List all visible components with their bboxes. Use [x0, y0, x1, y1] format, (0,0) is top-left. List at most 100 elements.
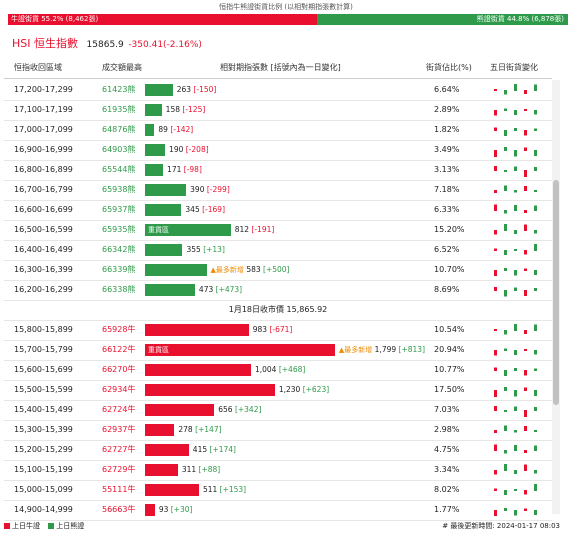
sparkline-bar — [524, 450, 527, 453]
street-pct: 1.82% — [434, 125, 460, 134]
sparkline-bar — [504, 450, 507, 454]
range-cell: 15,100-15,199 — [14, 465, 73, 474]
sparkline-bar — [524, 508, 527, 511]
table-row[interactable]: 15,300-15,399 62937牛 278 [+147] 2.98% — [4, 420, 552, 441]
warrant-code-link[interactable]: 65935熊 — [102, 225, 136, 234]
contracts-bar — [145, 204, 182, 216]
sparkline-bar — [494, 89, 497, 91]
scrollbar[interactable] — [552, 80, 560, 514]
sparkline-bar — [494, 150, 497, 157]
street-ratio-bar: 牛證街貨 55.2% (8,462張) 熊證街貨 44.8% (6,878張) — [8, 14, 568, 25]
index-quote: HSI 恒生指數 15865.9 -350.41(-2.16%) — [12, 37, 202, 51]
range-cell: 15,600-15,699 — [14, 365, 73, 374]
warrant-code-link[interactable]: 65938熊 — [102, 185, 136, 194]
table-row[interactable]: 15,700-15,799 66122牛 重貨區 ▲最多新增 1,799 [+813]… — [4, 340, 552, 361]
table-row[interactable]: 16,600-16,699 65937熊 345 [-169] 6.33% — [4, 200, 552, 221]
sparkline-bar — [504, 210, 507, 214]
table-row[interactable]: 15,600-15,699 66270牛 1,004 [+468] 10.77% — [4, 360, 552, 381]
sparkline-bar — [514, 230, 517, 234]
warrant-code-link[interactable]: 61935熊 — [102, 105, 136, 114]
table-row[interactable]: 15,500-15,599 62934牛 1,230 [+623] 17.50% — [4, 380, 552, 401]
table-row[interactable]: 16,500-16,599 65935熊 重貨區 812 [-191] 15.20% — [4, 220, 552, 241]
table-row[interactable]: 15,100-15,199 62729牛 311 [+88] 3.34% — [4, 460, 552, 481]
trend-sparkline — [494, 367, 537, 376]
warrant-code-link[interactable]: 61423熊 — [102, 85, 136, 94]
sparkline-bar — [534, 324, 537, 331]
contracts-number: 355 — [186, 245, 201, 254]
scrollbar-thumb[interactable] — [553, 180, 559, 405]
range-cell: 16,200-16,299 — [14, 285, 73, 294]
sparkline-bar — [494, 510, 497, 516]
street-pct: 20.94% — [434, 345, 465, 354]
trend-sparkline — [494, 244, 537, 255]
warrant-code-link[interactable]: 65937熊 — [102, 205, 136, 214]
table-row[interactable]: 16,400-16,499 66342熊 355 [+13] 6.52% — [4, 240, 552, 261]
contracts-value: 355 [+13] — [186, 240, 224, 260]
contracts-value: 983 [-671] — [253, 320, 293, 340]
sparkline-bar — [534, 430, 537, 432]
table-row[interactable]: 17,100-17,199 61935熊 158 [-125] 2.89% — [4, 100, 552, 121]
warrant-code-link[interactable]: 66338熊 — [102, 285, 136, 294]
sparkline-bar — [504, 370, 507, 376]
sparkline-bar — [524, 290, 527, 296]
sparkline-bar — [514, 406, 517, 411]
table-row[interactable]: 16,200-16,299 66338熊 473 [+473] 8.69% — [4, 280, 552, 301]
sparkline-bar — [534, 390, 537, 396]
table-row[interactable]: 15,000-15,099 55111牛 511 [+153] 8.02% — [4, 480, 552, 501]
street-pct: 8.02% — [434, 485, 460, 494]
sparkline-bar — [534, 84, 537, 91]
warrant-code-link[interactable]: 62724牛 — [102, 405, 136, 414]
contracts-change: [-671] — [269, 325, 293, 334]
sparkline-bar — [494, 390, 497, 397]
table-row[interactable]: 15,400-15,499 62724牛 656 [+342] 7.03% — [4, 400, 552, 421]
warrant-code-link[interactable]: 62934牛 — [102, 385, 136, 394]
trend-sparkline — [494, 324, 537, 335]
contracts-change: [+473] — [215, 285, 243, 294]
street-pct: 7.03% — [434, 405, 460, 414]
index-change: -350.41(-2.16%) — [128, 40, 202, 50]
sparkline-bar — [524, 490, 527, 495]
sparkline-bar — [494, 166, 497, 171]
warrant-code-link[interactable]: 65544熊 — [102, 165, 136, 174]
col-code: 成交額最高 — [102, 63, 142, 72]
warrant-code-link[interactable]: 65928牛 — [102, 325, 136, 334]
table-row[interactable]: 17,200-17,299 61423熊 263 [-150] 6.64% — [4, 80, 552, 101]
trend-sparkline — [494, 108, 537, 116]
contracts-change: [+147] — [195, 425, 222, 434]
table-row[interactable]: 14,900-14,999 56663牛 93 [+30] 1.77% — [4, 500, 552, 521]
warrant-code-link[interactable]: 66342熊 — [102, 245, 136, 254]
warrant-code-link[interactable]: 64903熊 — [102, 145, 136, 154]
sparkline-bar — [524, 330, 527, 334]
warrant-code-link[interactable]: 62729牛 — [102, 465, 136, 474]
sparkline-bar — [504, 224, 507, 231]
sparkline-bar — [514, 84, 517, 91]
warrant-code-link[interactable]: 62727牛 — [102, 445, 136, 454]
table-row[interactable]: 16,900-16,999 64903熊 190 [-208] 3.49% — [4, 140, 552, 161]
contracts-bar — [145, 284, 195, 296]
table-row[interactable]: 17,000-17,099 64876熊 89 [-142] 1.82% — [4, 120, 552, 141]
col-contracts: 相對期指張數 [括號內為一日變化] — [220, 63, 341, 72]
table-row[interactable]: 16,700-16,799 65938熊 390 [-299] 7.18% — [4, 180, 552, 201]
warrant-code-link[interactable]: 56663牛 — [102, 505, 136, 514]
street-pct: 7.18% — [434, 185, 460, 194]
contracts-bar: 重貨區 — [145, 224, 231, 236]
warrant-code-link[interactable]: 55111牛 — [102, 485, 136, 494]
trend-sparkline — [494, 464, 537, 475]
warrant-code-link[interactable]: 62937牛 — [102, 425, 136, 434]
street-pct: 6.64% — [434, 85, 460, 94]
warrant-code-link[interactable]: 66270牛 — [102, 365, 136, 374]
table-row[interactable]: 15,200-15,299 62727牛 415 [+174] 4.75% — [4, 440, 552, 461]
trend-sparkline — [494, 185, 537, 193]
contracts-value: 93 [+30] — [159, 500, 193, 520]
warrant-code-link[interactable]: 64876熊 — [102, 125, 136, 134]
trend-sparkline — [494, 166, 537, 177]
table-row[interactable]: 16,800-16,899 65544熊 171 [-98] 3.13% — [4, 160, 552, 181]
sparkline-bar — [524, 109, 527, 111]
warrant-code-link[interactable]: 66339熊 — [102, 265, 136, 274]
warrant-code-link[interactable]: 66122牛 — [102, 345, 136, 354]
table-row[interactable]: 15,800-15,899 65928牛 983 [-671] 10.54% — [4, 320, 552, 341]
sparkline-bar — [504, 490, 507, 495]
street-pct: 10.77% — [434, 365, 465, 374]
table-row[interactable]: 16,300-16,399 66339熊 ▲最多新增 583 [+500] 10.70… — [4, 260, 552, 281]
sparkline-bar — [504, 410, 507, 412]
